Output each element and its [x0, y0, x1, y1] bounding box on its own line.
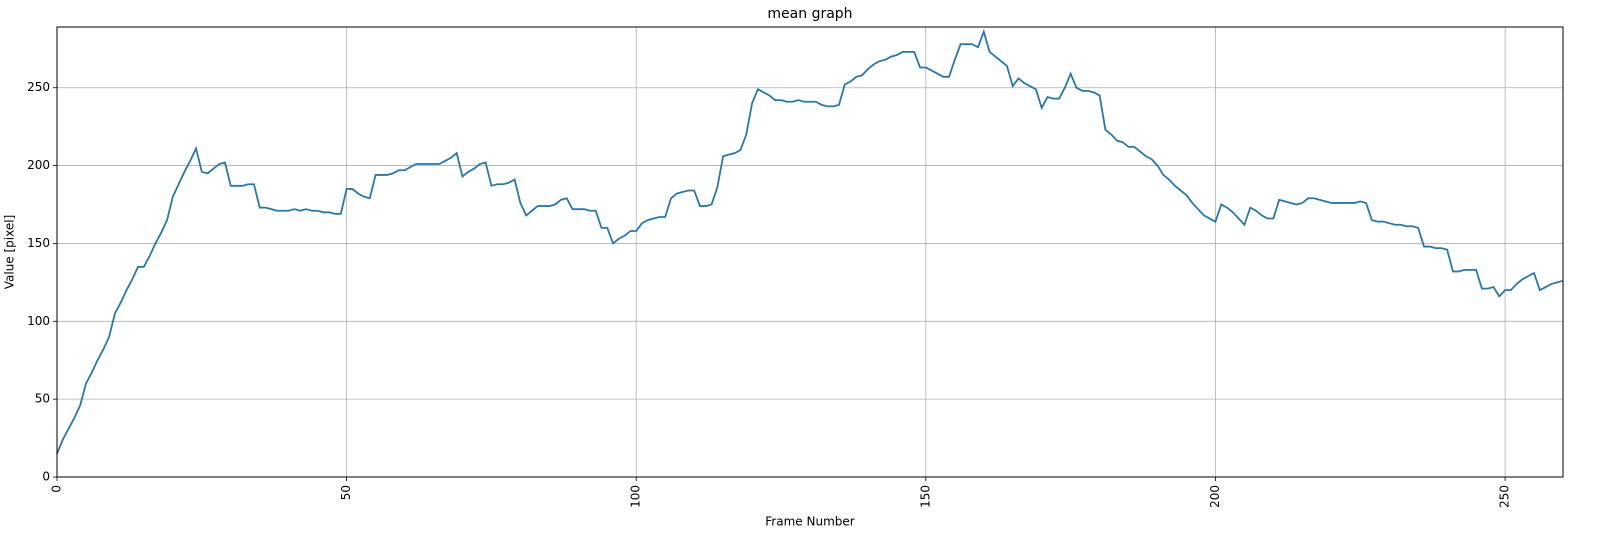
- chart-title: mean graph: [767, 6, 852, 22]
- x-tick-label: 150: [918, 485, 932, 508]
- x-tick-label: 200: [1208, 485, 1222, 508]
- y-tick-label: 50: [35, 392, 50, 406]
- y-tick-label: 200: [27, 158, 50, 172]
- y-tick-label: 150: [27, 236, 50, 250]
- y-tick-label: 0: [42, 470, 50, 484]
- plot-frame: [56, 26, 1564, 478]
- x-axis-label: Frame Number: [765, 515, 854, 529]
- y-tick-label: 250: [27, 80, 50, 94]
- y-axis-label: Value [pixel]: [3, 215, 17, 290]
- y-tick-label: 100: [27, 314, 50, 328]
- x-tick-label: 100: [629, 485, 643, 508]
- x-tick-label: 0: [50, 485, 64, 493]
- data-line: [56, 28, 1564, 454]
- x-tick-label: 50: [339, 485, 353, 500]
- x-tick-label: 250: [1498, 485, 1512, 508]
